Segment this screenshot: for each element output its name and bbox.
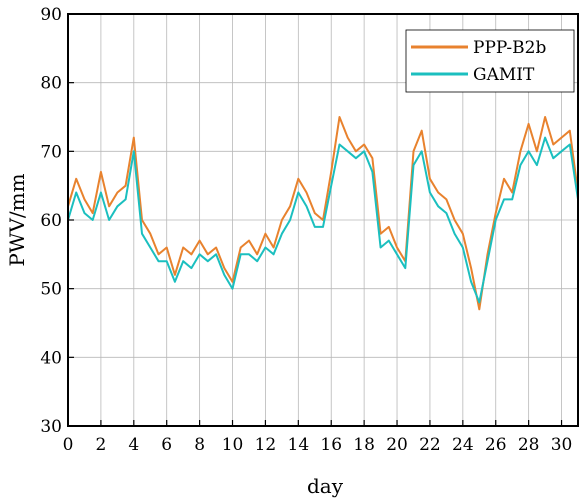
x-tick-label: 24 <box>452 435 474 455</box>
y-tick-label: 80 <box>40 74 62 94</box>
series-layer <box>67 116 579 311</box>
series-line-gamit <box>67 136 579 304</box>
x-tick-label: 16 <box>320 435 342 455</box>
x-tick-label: 8 <box>194 435 205 455</box>
y-tick-labels: 30 40 50 60 70 80 90 <box>40 5 62 437</box>
x-tick-label: 22 <box>419 435 441 455</box>
legend-label-gamit: GAMIT <box>473 65 535 85</box>
y-tick-label: 50 <box>40 280 62 300</box>
x-tick-label: 10 <box>222 435 244 455</box>
series-line-ppp-b2b <box>67 116 579 311</box>
x-tick-label: 26 <box>485 435 507 455</box>
x-axis-label: day <box>307 474 344 498</box>
y-tick-label: 60 <box>40 211 62 231</box>
x-tick-label: 4 <box>128 435 139 455</box>
legend-box <box>405 29 575 93</box>
x-tick-label: 2 <box>95 435 106 455</box>
ticks <box>67 13 563 427</box>
x-tick-label: 18 <box>353 435 375 455</box>
y-tick-label: 30 <box>40 417 62 437</box>
x-tick-label: 12 <box>255 435 277 455</box>
y-tick-label: 40 <box>40 348 62 368</box>
legend: PPP-B2b GAMIT <box>405 29 575 93</box>
x-tick-label: 30 <box>551 435 573 455</box>
x-tick-label: 20 <box>386 435 408 455</box>
x-tick-label: 28 <box>518 435 540 455</box>
x-tick-label: 0 <box>63 435 74 455</box>
x-tick-labels: 0 2 4 6 8 10 12 14 16 18 20 22 24 26 28 30 <box>63 435 573 455</box>
x-tick-label: 14 <box>288 435 310 455</box>
x-tick-label: 6 <box>161 435 172 455</box>
y-tick-label: 90 <box>40 5 62 25</box>
y-axis-label: PWV/mm <box>5 173 29 266</box>
y-tick-label: 70 <box>40 142 62 162</box>
legend-label-ppp-b2b: PPP-B2b <box>473 38 546 58</box>
